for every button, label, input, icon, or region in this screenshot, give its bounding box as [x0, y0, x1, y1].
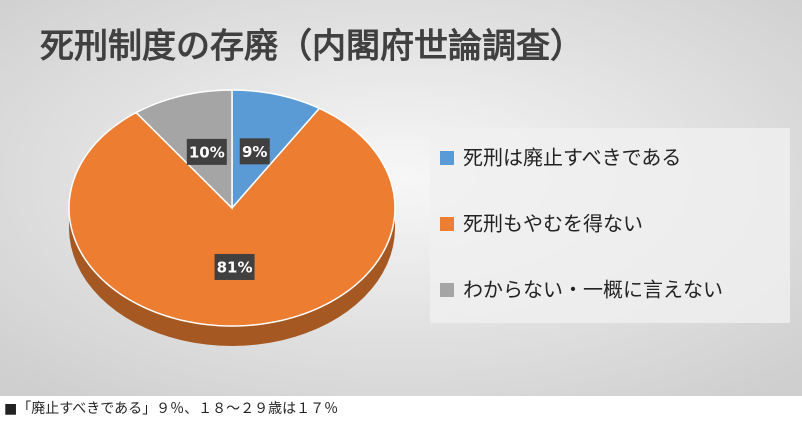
legend-label: 死刑もやむを得ない [463, 212, 643, 236]
data-label-box [186, 138, 227, 165]
data-label-box [214, 253, 255, 280]
chart-title: 死刑制度の存廃（内閣府世論調査） [40, 27, 584, 67]
pie-slice [134, 89, 233, 210]
legend-label: わからない・一概に言えない [463, 278, 723, 302]
data-label: 9% [242, 143, 267, 161]
pie-slice-side [69, 208, 395, 346]
legend-swatch [440, 283, 454, 297]
caption: ■「廃止すべきである」９％、１８～２９歳は１７％ [4, 400, 338, 417]
pie-slice [231, 89, 321, 210]
legend-swatch [440, 151, 454, 165]
pie: 9% 81% 10% [68, 89, 396, 346]
legend-swatch [440, 217, 454, 231]
legend-label: 死刑は廃止すべきである [463, 146, 681, 170]
legend-box [430, 128, 790, 323]
data-label: 10% [189, 143, 225, 161]
data-label: 81% [217, 258, 253, 276]
data-label-box [239, 138, 270, 165]
pie-slice [68, 107, 396, 327]
